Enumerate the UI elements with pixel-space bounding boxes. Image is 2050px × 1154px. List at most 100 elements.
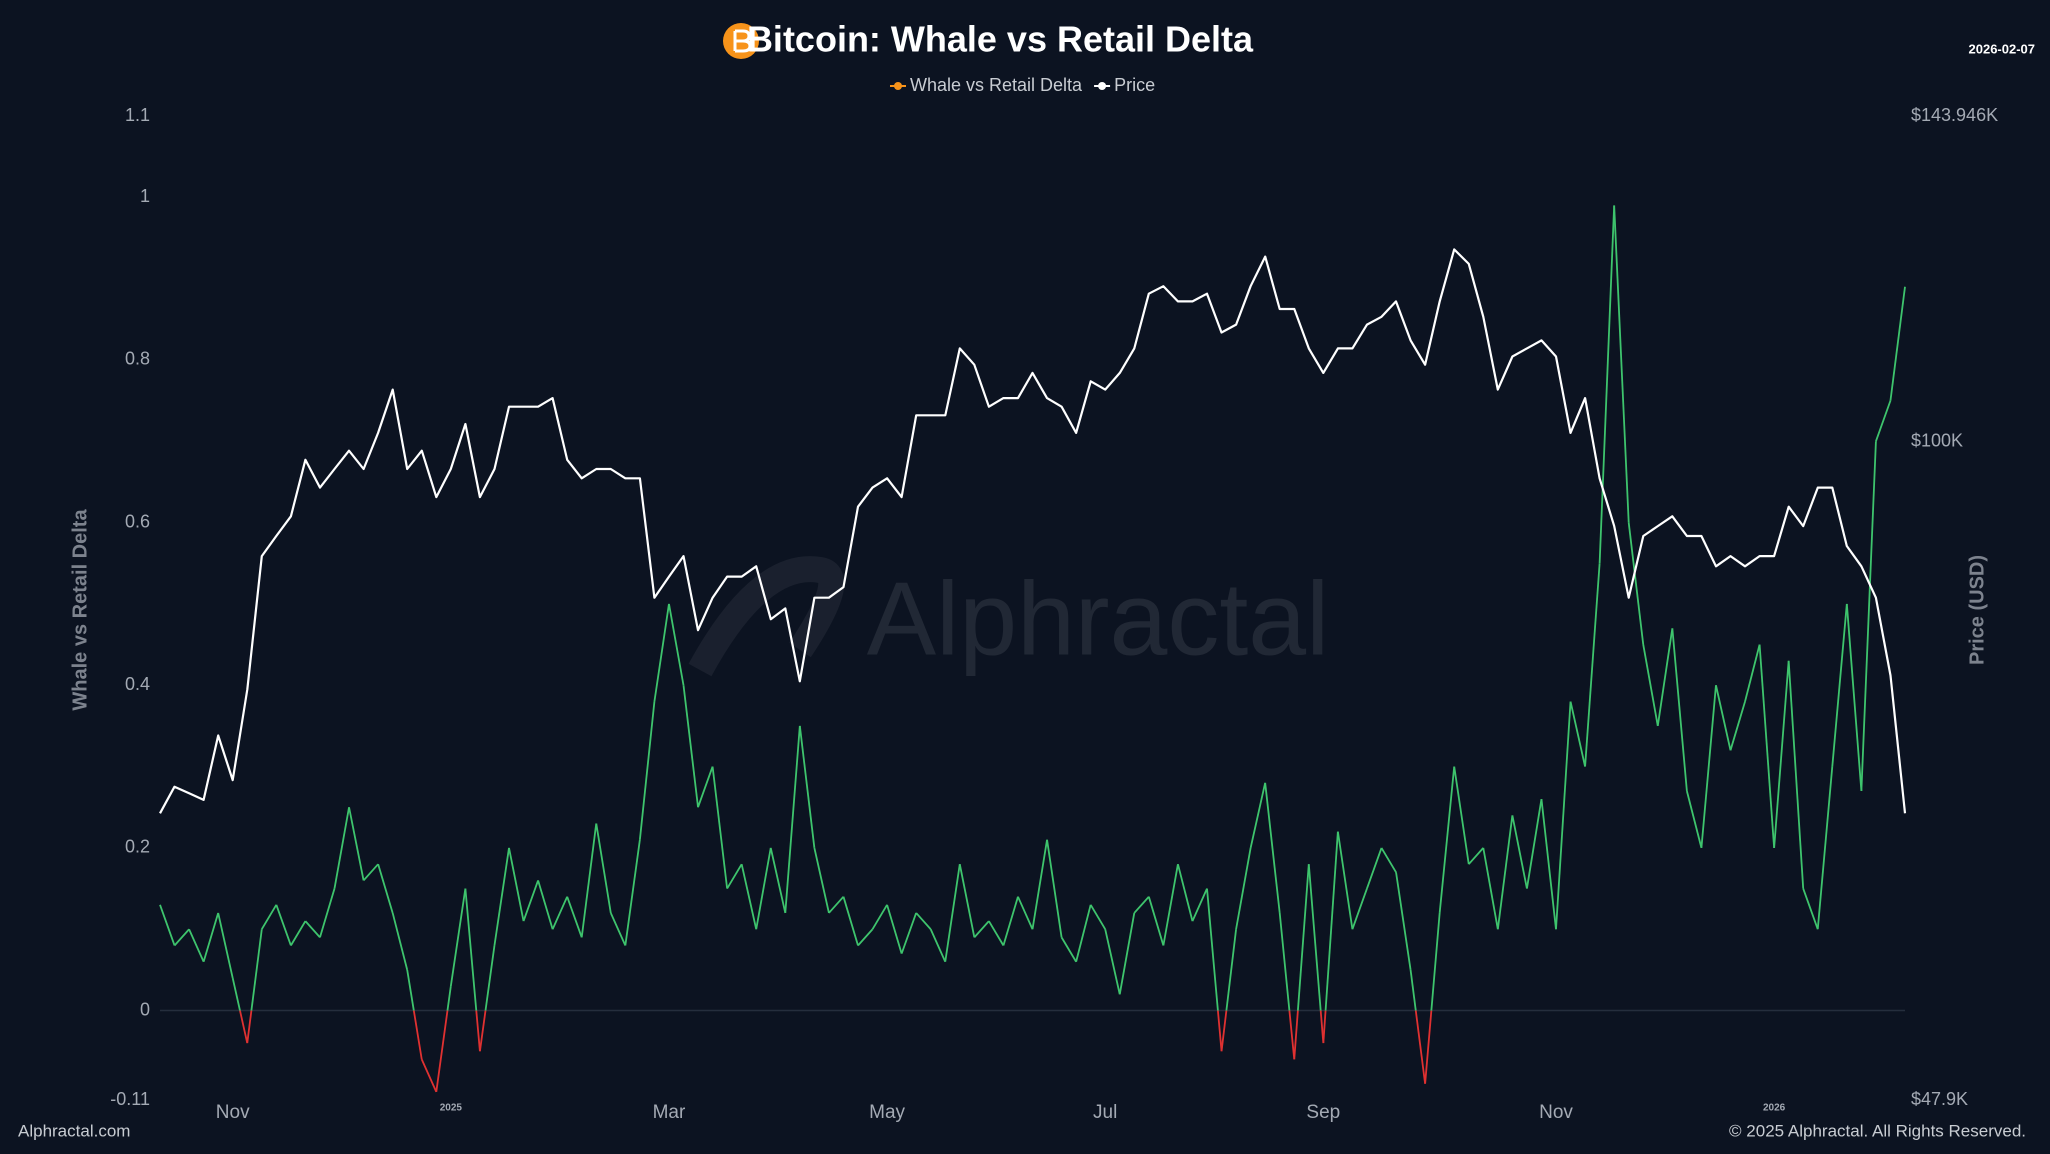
- delta-segment: [446, 986, 452, 1011]
- delta-segment: [551, 896, 568, 930]
- delta-segment: [1225, 929, 1237, 1011]
- x-tick-label: Jul: [1093, 1102, 1117, 1123]
- delta-segment: [1351, 888, 1368, 930]
- watermark-logo: [688, 556, 845, 677]
- delta-segment: [1324, 831, 1339, 1011]
- delta-segment: [1686, 790, 1703, 849]
- delta-segment: [1414, 1010, 1427, 1084]
- delta-segment: [217, 912, 234, 979]
- delta-segment: [1220, 1010, 1228, 1052]
- delta-segment: [755, 847, 772, 930]
- delta-segment: [900, 912, 918, 954]
- delta-segment: [1758, 644, 1776, 848]
- delta-segment: [624, 839, 641, 946]
- x-tick-label: May: [869, 1102, 905, 1123]
- y-tick-label: 0.8: [125, 349, 150, 369]
- y2-tick-label: $100K: [1911, 431, 1963, 451]
- y-tick-label: 0.2: [125, 837, 150, 857]
- delta-segment: [1496, 815, 1514, 930]
- delta-segment: [464, 888, 478, 1011]
- delta-segment: [857, 928, 874, 947]
- delta-segment: [449, 888, 467, 987]
- delta-segment: [784, 725, 801, 914]
- y-tick-label: 0: [140, 999, 150, 1019]
- delta-segment: [1336, 831, 1354, 930]
- delta-segment: [250, 929, 263, 1011]
- delta-segment: [1147, 896, 1165, 946]
- delta-segment: [1453, 766, 1470, 865]
- delta-segment: [1787, 660, 1805, 889]
- delta-segment: [304, 920, 321, 938]
- delta-segment: [711, 766, 729, 889]
- delta-segment: [406, 969, 415, 1011]
- delta-segment: [1430, 912, 1441, 1011]
- delta-segment: [484, 945, 496, 1011]
- delta-segment: [1104, 929, 1121, 995]
- delta-segment: [1278, 912, 1291, 1011]
- price-line: [159, 248, 1907, 814]
- delta-segment: [1889, 286, 1906, 401]
- delta-segment: [1322, 1010, 1327, 1044]
- x-tick-label: 2025: [440, 1103, 463, 1114]
- delta-segment: [1627, 522, 1645, 645]
- delta-segment: [522, 880, 539, 922]
- delta-segment: [1017, 896, 1034, 930]
- delta-segment: [828, 896, 845, 914]
- delta-segment: [653, 603, 670, 702]
- x-tick-label: Sep: [1306, 1102, 1340, 1123]
- delta-segment: [1613, 205, 1630, 523]
- delta-segment: [886, 904, 903, 954]
- watermark: Alphractal: [867, 561, 1329, 677]
- delta-segment: [769, 847, 787, 914]
- delta-segment: [1569, 701, 1586, 767]
- delta-segment: [1482, 847, 1499, 930]
- delta-segment: [1217, 1010, 1223, 1052]
- delta-segment: [1598, 205, 1616, 564]
- delta-segment: [173, 928, 190, 947]
- delta-segment: [871, 904, 888, 930]
- x-tick-label: Mar: [653, 1102, 686, 1123]
- date-label: 2026-02-07: [1969, 41, 2036, 56]
- delta-segment: [1511, 815, 1528, 889]
- delta-segment: [1191, 888, 1208, 922]
- delta-segment: [479, 1010, 487, 1052]
- delta-segment: [412, 1010, 423, 1060]
- delta-segment: [1642, 644, 1659, 727]
- delta-segment: [348, 807, 365, 881]
- delta-segment: [319, 888, 336, 938]
- delta-segment: [929, 928, 947, 963]
- delta-segment: [1802, 888, 1819, 930]
- delta-segment: [740, 863, 758, 930]
- delta-segment: [595, 823, 612, 914]
- delta-segment: [1584, 563, 1601, 767]
- delta-segment: [1089, 904, 1106, 930]
- chart-title: Bitcoin: Whale vs Retail Delta: [747, 19, 1254, 60]
- delta-segment: [246, 1010, 253, 1044]
- delta-segment: [1206, 888, 1219, 1011]
- delta-segment: [842, 896, 859, 946]
- delta-segment: [1875, 400, 1892, 442]
- x-tick-label: 2026: [1763, 1103, 1786, 1114]
- x-tick-label: Nov: [1539, 1102, 1573, 1123]
- y2-tick-label: $143.946K: [1911, 105, 1998, 125]
- delta-segment: [668, 603, 685, 686]
- delta-segment: [391, 912, 409, 971]
- delta-segment: [726, 863, 743, 890]
- delta-segment: [1249, 782, 1267, 849]
- delta-segment: [566, 896, 583, 938]
- delta-segment: [1715, 685, 1732, 751]
- delta-segment: [1468, 847, 1484, 865]
- delta-segment: [1366, 847, 1383, 889]
- delta-segment: [973, 920, 990, 938]
- delta-segment: [1438, 766, 1456, 914]
- delta-segment: [1307, 864, 1322, 1011]
- legend-marker: [1098, 82, 1107, 90]
- delta-segment: [580, 823, 598, 938]
- y-tick-label: 0.4: [125, 674, 150, 694]
- delta-segment: [475, 1010, 481, 1052]
- delta-segment: [1293, 1010, 1299, 1060]
- delta-segment: [493, 847, 510, 946]
- delta-segment: [1296, 864, 1310, 1011]
